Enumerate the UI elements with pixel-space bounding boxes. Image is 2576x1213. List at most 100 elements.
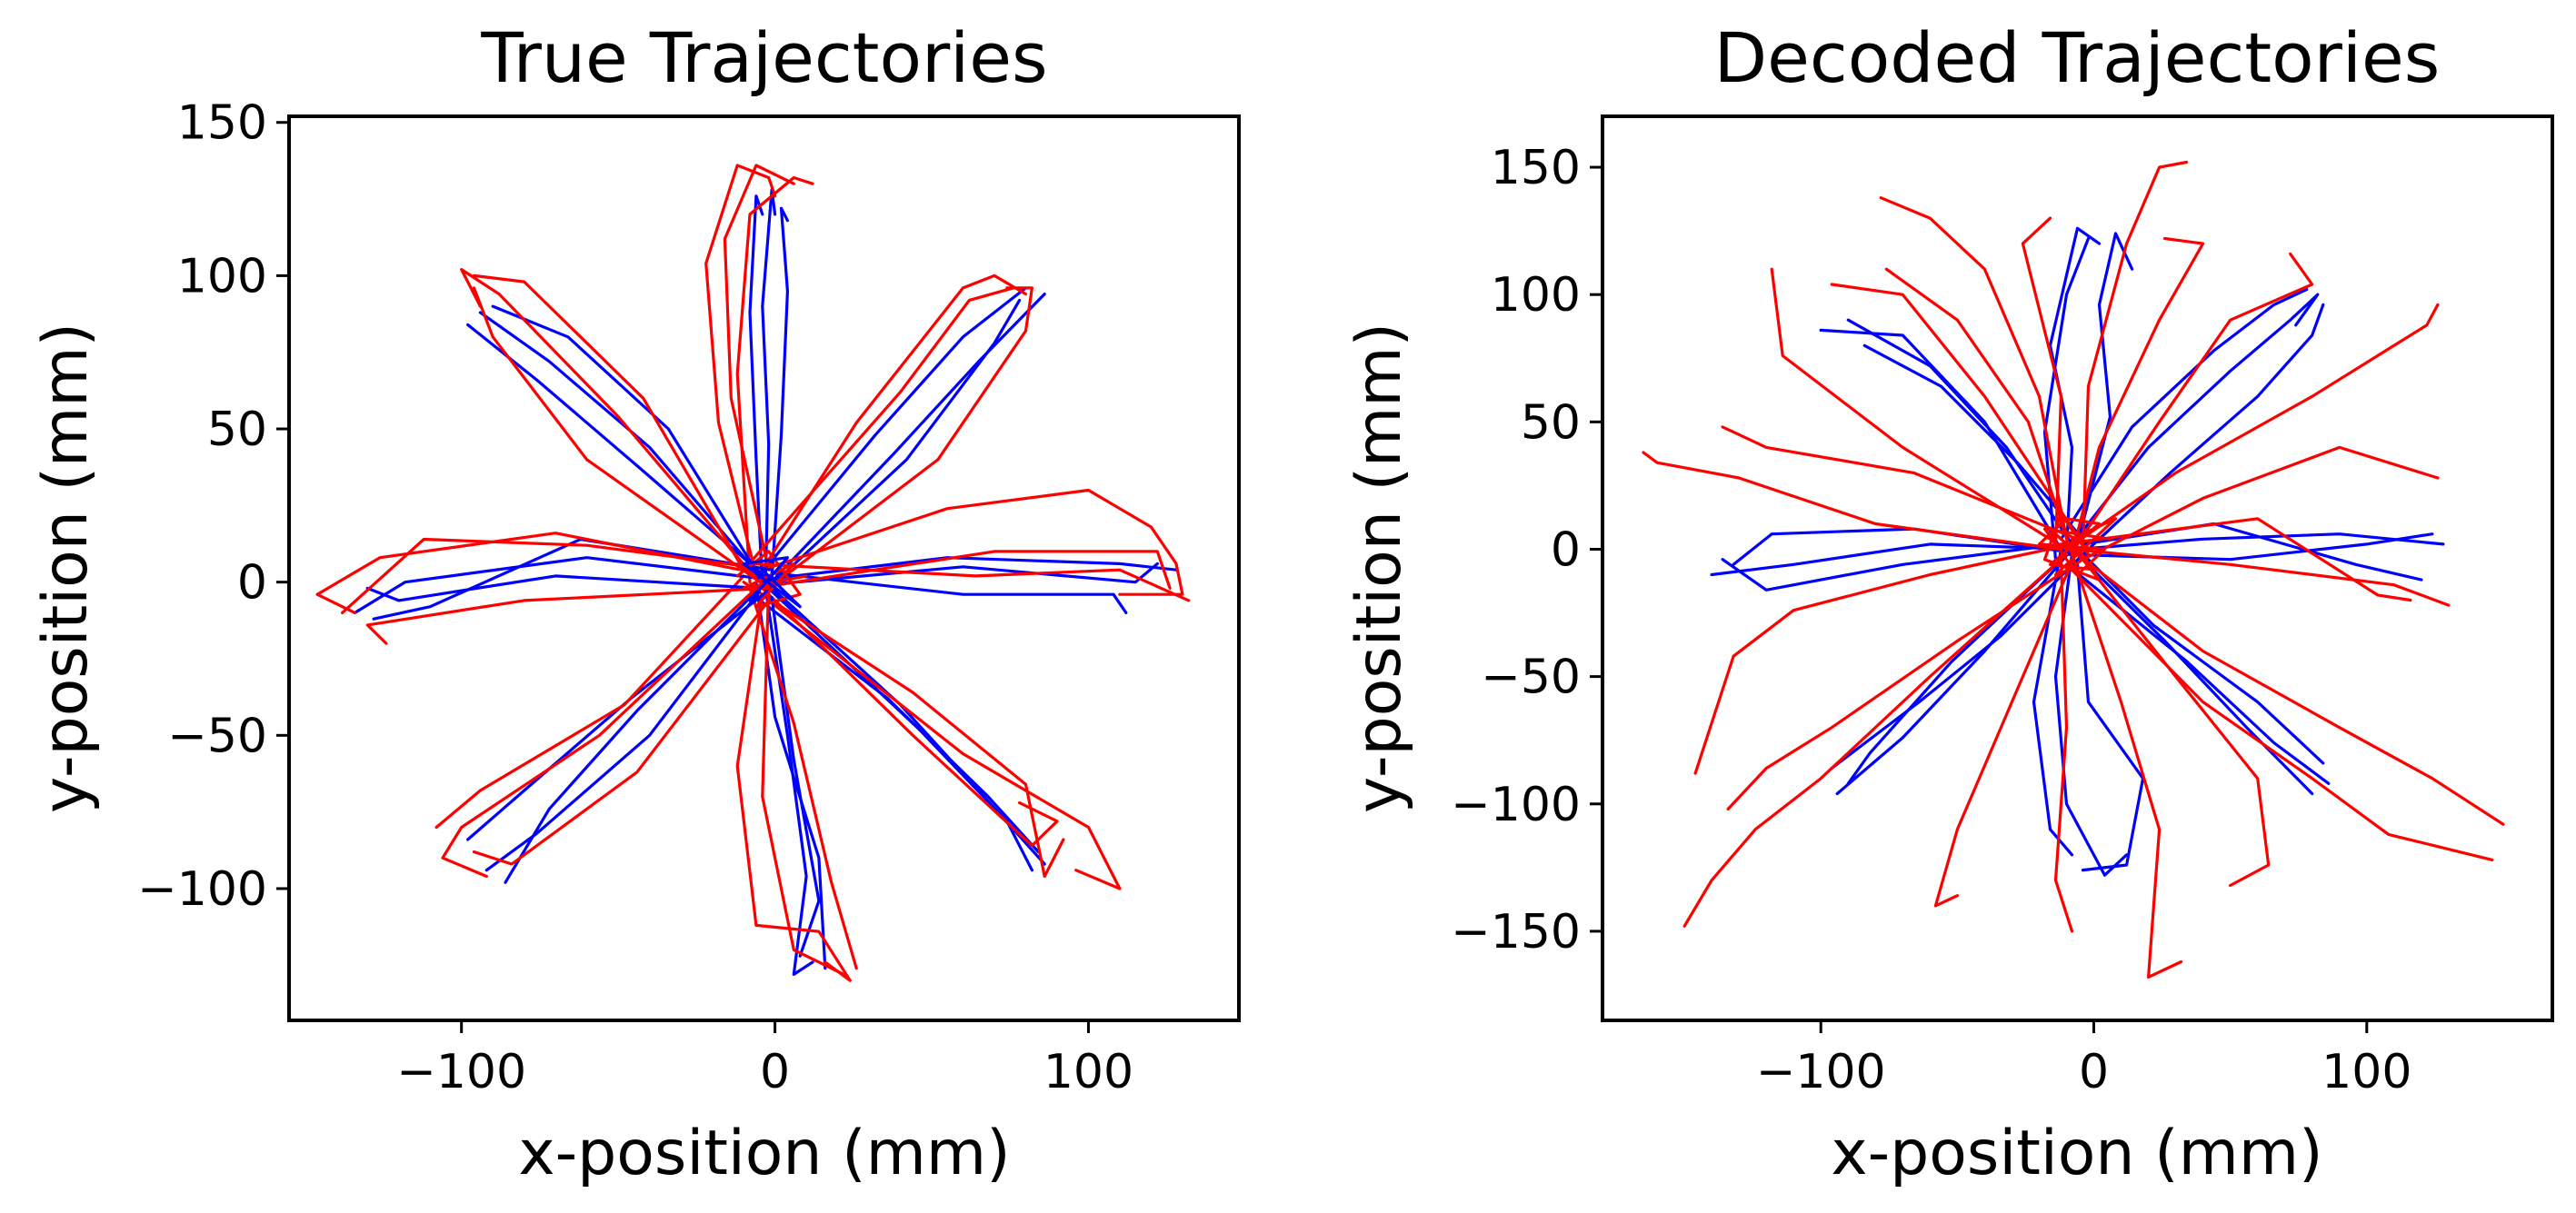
x-tick-label: 0	[760, 1045, 790, 1099]
ticks: −100 0 100 −150 −100 −50 0 50 100 150	[1451, 141, 2411, 1099]
trajectory-line-red	[460, 268, 758, 581]
trajectory-line-red	[341, 537, 752, 615]
trajectory-line-red	[2070, 547, 2451, 607]
y-tick-label: 150	[177, 96, 267, 151]
trajectory-line-blue	[465, 323, 777, 587]
trajectory-line-blue	[1846, 318, 2074, 546]
y-tick-label: −100	[137, 862, 267, 917]
trajectory-line-red	[767, 599, 1122, 890]
trajectory-line-red	[1933, 547, 2080, 908]
trajectory-line-blue	[365, 574, 761, 602]
trajectory-line-red	[1642, 451, 2063, 552]
axes-frame	[1601, 114, 2554, 1022]
trajectory-line-blue	[1862, 343, 2085, 541]
x-tick-label: −100	[1756, 1045, 1886, 1099]
trajectory-line-red	[2075, 252, 2314, 546]
trajectory-line-blue	[770, 595, 821, 958]
trajectory-line-red	[735, 175, 814, 584]
trajectory-line-blue	[773, 298, 1022, 584]
trajectory-line-red	[1830, 283, 2085, 546]
trajectory-line-red	[748, 586, 858, 970]
trajectory-line-red	[1682, 552, 2069, 928]
trajectory-line-red	[2081, 160, 2189, 552]
y-tick-label: −150	[1451, 905, 1581, 959]
trajectory-line-red	[704, 164, 777, 578]
trajectory-line-red	[315, 532, 758, 615]
chart-title: True Trajectories	[480, 17, 1047, 98]
trajectory-line-blue	[742, 556, 802, 609]
trajectory-line-red	[761, 488, 1184, 596]
trajectory-line-blue	[1710, 542, 2074, 577]
trajectory-line-blue	[2059, 288, 2309, 541]
trajectory-line-red	[2059, 517, 2412, 602]
trajectory-line-blue	[1819, 328, 2063, 552]
trajectory-line-red	[2081, 558, 2271, 888]
y-tick-label: 150	[1491, 141, 1581, 195]
x-tick-label: −100	[396, 1045, 526, 1099]
trajectory-line-red	[2075, 552, 2505, 826]
trajectory-line-blue	[491, 304, 761, 578]
x-tick-label: 0	[2079, 1045, 2109, 1099]
trajectory-line-red	[2037, 517, 2112, 577]
trajectory-line-blue	[2081, 303, 2325, 556]
trajectory-line-red	[735, 550, 808, 609]
trajectory-line-red	[767, 286, 1034, 591]
x-axis-label: x-position (mm)	[1831, 1118, 2322, 1189]
trajectory-line-red	[1726, 558, 2085, 811]
x-tick-label: 100	[1043, 1045, 1133, 1099]
trajectory-line-red	[2042, 512, 2118, 582]
trajectory-line-blue	[764, 293, 1046, 591]
trajectory-line-blue	[372, 537, 774, 621]
trajectory-line-blue	[353, 556, 767, 615]
chart-title: Decoded Trajectories	[1714, 17, 2441, 98]
trajectory-line-red	[2064, 303, 2440, 552]
trajectory-line-red	[1879, 196, 2069, 541]
trajectory-line-red	[1884, 267, 2074, 556]
y-tick-label: 100	[1491, 268, 1581, 323]
trajectory-line-red	[761, 586, 1059, 848]
trajectory-line-red	[2064, 562, 2494, 862]
trajectory-line-blue	[1835, 547, 2074, 796]
y-tick-label: 0	[1551, 522, 1581, 577]
true-trajectories-panel: True Trajectories −100 0 100 −100 −50 0 50 100 1…	[30, 17, 1241, 1189]
y-tick-label: −50	[167, 709, 267, 763]
trajectory-line-red	[761, 581, 846, 977]
trajectory-line-red	[441, 586, 758, 879]
trajectory-line-blue	[2070, 293, 2320, 546]
trajectory-line-red	[754, 273, 1028, 581]
trajectory-line-blue	[1830, 552, 2085, 771]
trajectory-line-blue	[748, 194, 764, 591]
trajectory-line-red	[1693, 542, 2074, 775]
decoded-trajectories-panel: Decoded Trajectories −100 0 100 −150 −100 −50…	[1343, 17, 2554, 1189]
axes-frame	[287, 114, 1241, 1022]
trajectory-line-blue	[2032, 547, 2074, 857]
trajectory-line-red	[472, 273, 745, 572]
y-tick-label: 50	[207, 403, 267, 457]
trajectory-line-red	[2081, 445, 2440, 562]
trajectory-line-blue	[2086, 558, 2325, 765]
trajectory-line-red	[748, 562, 1191, 602]
y-tick-label: 0	[237, 556, 267, 611]
y-tick-label: −50	[1481, 651, 1581, 705]
trajectory-line-blue	[757, 286, 1028, 578]
trajectory-line-red	[735, 592, 852, 982]
trajectory-line-blue	[2053, 552, 2129, 877]
trajectory-line-red	[2053, 558, 2074, 933]
trajectory-line-red	[472, 599, 771, 866]
trajectory-line-blue	[2048, 226, 2102, 552]
trajectory-line-red	[2021, 216, 2063, 546]
trajectory-line-red	[472, 286, 771, 591]
trajectory-line-blue	[504, 581, 767, 884]
y-axis-label: y-position (mm)	[1343, 323, 1415, 813]
x-tick-label: 100	[2321, 1045, 2411, 1099]
y-axis-label: y-position (mm)	[30, 323, 102, 813]
x-axis-label: x-position (mm)	[518, 1118, 1010, 1189]
trajectory-line-red	[434, 574, 745, 830]
trajectory-line-blue	[770, 571, 1128, 615]
trajectory-line-blue	[764, 586, 814, 977]
plot-area	[1642, 160, 2505, 979]
y-tick-label: −100	[1451, 778, 1581, 832]
trajectory-line-blue	[2075, 552, 2314, 796]
trajectory-line-blue	[478, 311, 767, 584]
